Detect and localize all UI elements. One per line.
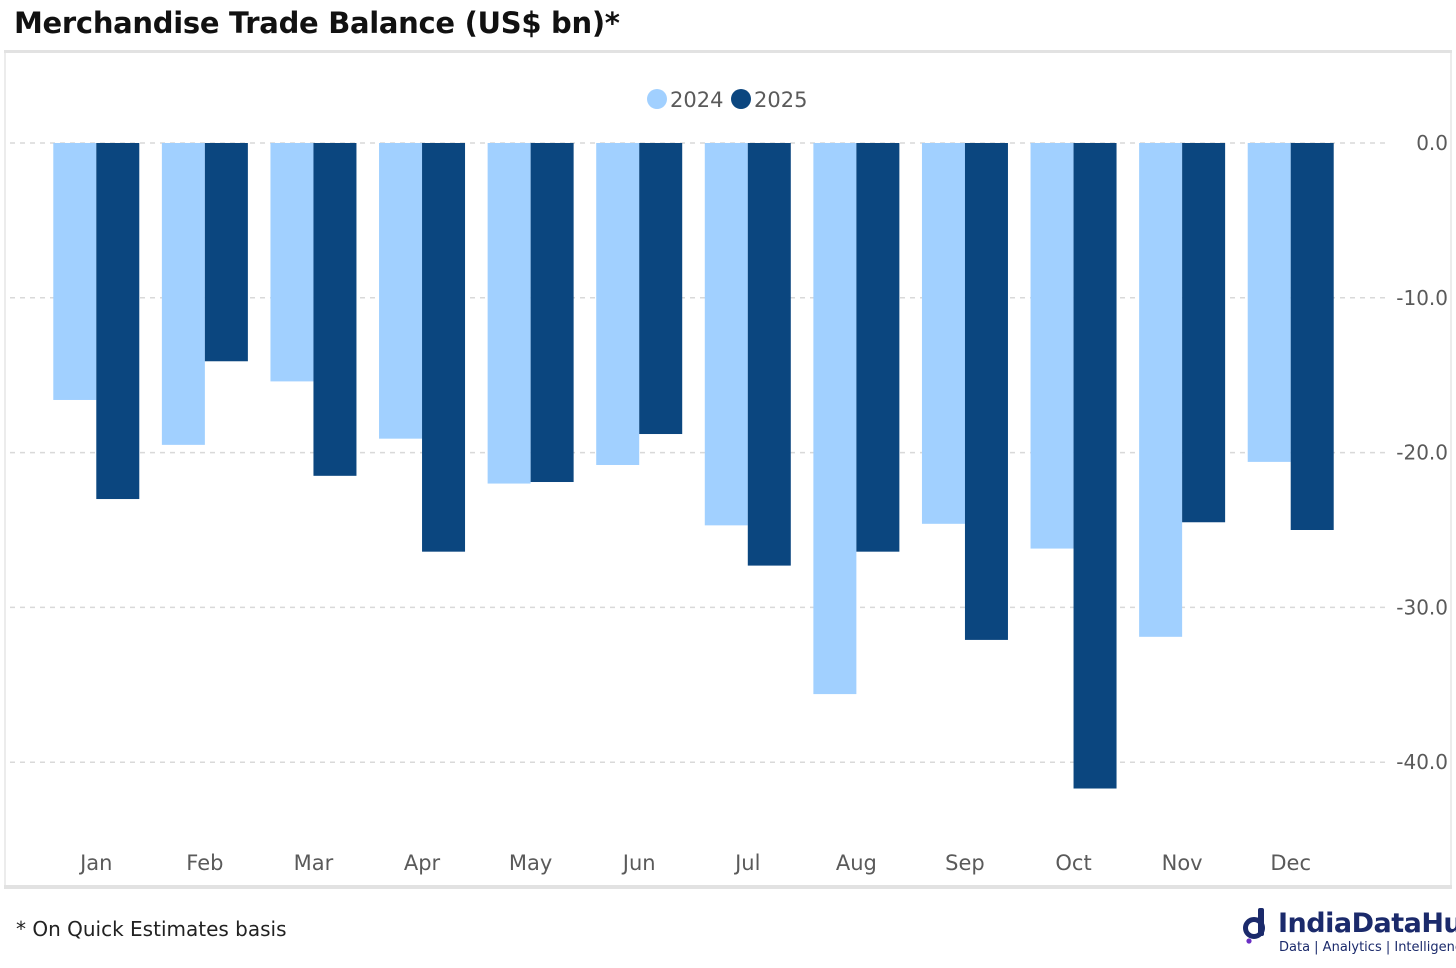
x-tick-label: Mar [294, 851, 334, 875]
y-tick-label: 0.0 [1416, 131, 1448, 155]
y-tick-label: -20.0 [1396, 441, 1448, 465]
bar-2025-feb [204, 143, 248, 362]
x-tick-label: Nov [1162, 851, 1203, 875]
bar-2024-sep [921, 143, 965, 524]
bar-2025-aug [856, 143, 900, 552]
x-tick-label: Apr [404, 851, 441, 875]
bar-2024-nov [1139, 143, 1183, 637]
y-tick-label: -40.0 [1396, 750, 1448, 774]
bar-2024-aug [813, 143, 857, 695]
x-tick-label: Jun [621, 851, 656, 875]
chart-frame-left [4, 53, 6, 886]
header-divider [4, 50, 1452, 53]
footer-divider [4, 885, 1452, 889]
legend-label-2025: 2025 [754, 88, 807, 112]
bar-2024-feb [161, 143, 205, 445]
x-tick-label: Aug [836, 851, 877, 875]
x-tick-label: Dec [1270, 851, 1311, 875]
bar-2025-jul [747, 143, 791, 566]
x-tick-label: Jul [733, 851, 760, 875]
bar-2025-may [530, 143, 574, 483]
y-tick-label: -10.0 [1396, 286, 1448, 310]
legend-marker-2024 [647, 89, 667, 109]
bar-2025-oct [1073, 143, 1117, 789]
legend: 2024 2025 [647, 88, 807, 112]
bar-2025-jun [639, 143, 683, 435]
bar-2024-jun [596, 143, 640, 465]
bar-2025-sep [964, 143, 1008, 640]
bar-2025-apr [422, 143, 466, 552]
legend-label-2024: 2024 [670, 88, 723, 112]
bar-2025-nov [1182, 143, 1226, 523]
legend-marker-2025 [731, 89, 751, 109]
brand-tagline: Data | Analytics | Intelligence [1279, 940, 1456, 955]
y-tick-label: -30.0 [1396, 595, 1448, 619]
bar-2025-dec [1290, 143, 1334, 530]
x-tick-label: May [509, 851, 552, 875]
x-tick-label: Oct [1055, 851, 1091, 875]
brand-logo: IndiaDataHub Data | Analytics | Intellig… [1242, 906, 1456, 962]
bar-2025-mar [313, 143, 357, 476]
bar-2024-mar [270, 143, 314, 382]
footnote: * On Quick Estimates basis [16, 917, 287, 941]
bar-2024-dec [1247, 143, 1291, 462]
chart-title: Merchandise Trade Balance (US$ bn)* [14, 6, 620, 40]
x-tick-label: Sep [945, 851, 985, 875]
bar-2024-apr [379, 143, 423, 439]
chart-frame-right [1450, 53, 1452, 886]
bar-2024-jan [53, 143, 97, 400]
bar-2025-jan [96, 143, 140, 500]
indiadatahub-logo-icon [1243, 908, 1265, 944]
bar-2024-oct [1030, 143, 1074, 549]
bar-2024-jul [704, 143, 748, 526]
brand-name: IndiaDataHub [1278, 908, 1456, 939]
x-tick-label: Feb [186, 851, 223, 875]
x-tick-label: Jan [78, 851, 112, 875]
bar-2024-may [487, 143, 531, 484]
